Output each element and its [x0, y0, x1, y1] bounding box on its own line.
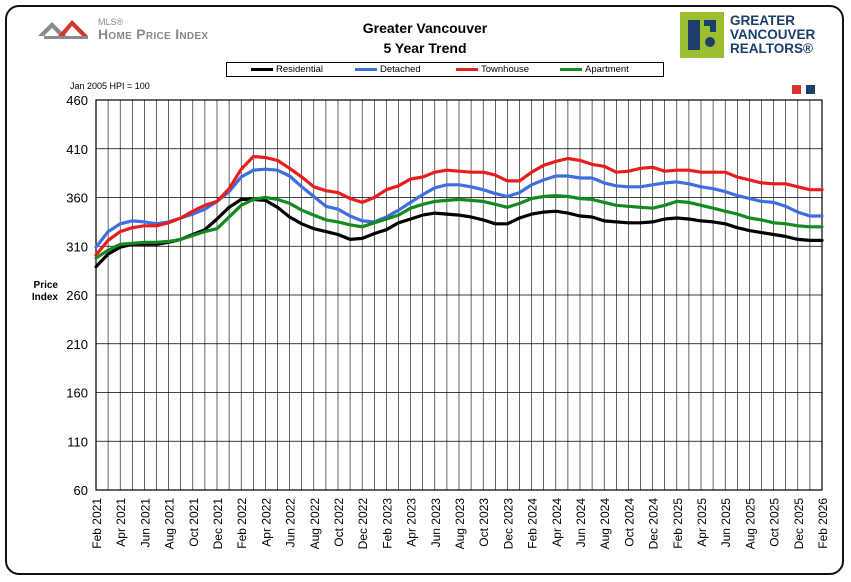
x-tick-label: Feb 2022 — [235, 498, 249, 549]
legend-label-apartment: Apartment — [585, 64, 629, 75]
base-note: Jan 2005 HPI = 100 — [70, 81, 150, 91]
x-tick-label: Oct 2023 — [477, 498, 491, 547]
gvr-line2: VANCOUVER — [730, 27, 816, 42]
x-tick-label: Jun 2022 — [284, 498, 298, 548]
legend-item-residential: Residential — [251, 63, 323, 76]
hpi-label: Home Price Index — [98, 26, 209, 42]
legend-swatch-townhouse — [456, 68, 478, 71]
gvr-line1: GREATER — [730, 13, 796, 28]
y-tick-label: 60 — [74, 483, 88, 498]
mls-label: MLS® — [98, 17, 124, 27]
series-line-apartment — [94, 194, 824, 260]
x-tick-label: Apr 2022 — [259, 498, 273, 547]
x-tick-label: Dec 2021 — [211, 498, 225, 550]
chart-title: Greater Vancouver 5 Year Trend — [340, 18, 510, 58]
x-tick-label: Aug 2023 — [453, 498, 467, 550]
legend-item-townhouse: Townhouse — [456, 63, 529, 76]
y-tick-label: 110 — [67, 434, 88, 449]
x-tick-label: Oct 2022 — [332, 498, 346, 547]
x-tick-label: Oct 2021 — [187, 498, 201, 547]
series-line-townhouse — [94, 155, 824, 257]
x-tick-label: Jun 2025 — [719, 498, 733, 548]
x-tick-label: Apr 2023 — [405, 498, 419, 547]
y-axis-label-line1: Price — [34, 280, 59, 291]
x-tick-label: Apr 2025 — [695, 498, 709, 547]
y-tick-label: 260 — [66, 288, 88, 303]
x-tick-label: Feb 2026 — [816, 498, 830, 549]
y-axis-label-line2: Index — [32, 292, 59, 303]
legend-swatch-detached — [355, 68, 377, 71]
mls-mini-icon — [792, 85, 801, 94]
x-tick-label: Aug 2025 — [743, 498, 757, 550]
x-tick-label: Apr 2024 — [550, 498, 564, 547]
house-roof-icon — [38, 20, 88, 39]
x-tick-label: Dec 2025 — [792, 498, 806, 550]
x-tick-label: Dec 2024 — [647, 498, 661, 550]
y-tick-label: 360 — [66, 191, 88, 206]
y-tick-label: 160 — [66, 386, 88, 401]
mls-hpi-logo: MLS® Home Price Index — [36, 14, 246, 48]
x-tick-label: Jun 2023 — [429, 498, 443, 548]
x-tick-label: Aug 2021 — [163, 498, 177, 550]
legend-swatch-apartment — [560, 68, 582, 71]
x-tick-label: Aug 2024 — [598, 498, 612, 550]
chart-title-line2: 5 Year Trend — [383, 40, 467, 56]
legend-label-residential: Residential — [276, 64, 323, 75]
series-line-residential — [94, 197, 824, 269]
gvr-mark-icon — [680, 12, 724, 58]
legend-swatch-residential — [251, 68, 273, 71]
chart-title-line1: Greater Vancouver — [362, 20, 488, 36]
y-tick-label: 460 — [66, 93, 88, 108]
y-tick-label: 310 — [66, 239, 88, 254]
x-tick-label: Apr 2021 — [114, 498, 128, 547]
x-tick-label: Jun 2024 — [574, 498, 588, 548]
legend-item-apartment: Apartment — [560, 63, 629, 76]
gvr-line3: REALTORS® — [730, 41, 813, 56]
legend-label-detached: Detached — [380, 64, 421, 75]
x-tick-label: Aug 2022 — [308, 498, 322, 550]
y-tick-label: 210 — [66, 337, 88, 352]
y-tick-label: 410 — [66, 142, 88, 157]
gvr-logo: GREATER VANCOUVER REALTORS® — [680, 12, 830, 60]
x-tick-label: Oct 2024 — [622, 498, 636, 547]
house-mini-icon — [806, 85, 816, 94]
x-tick-label: Jun 2021 — [138, 498, 152, 548]
x-tick-label: Dec 2022 — [356, 498, 370, 550]
legend-item-detached: Detached — [355, 63, 421, 76]
x-tick-label: Oct 2025 — [768, 498, 782, 547]
x-tick-label: Feb 2023 — [380, 498, 394, 549]
x-tick-label: Feb 2024 — [526, 498, 540, 549]
chart-legend: Residential Detached Townhouse Apartment — [226, 62, 664, 77]
x-tick-label: Dec 2023 — [501, 498, 515, 550]
legend-label-townhouse: Townhouse — [481, 64, 530, 75]
x-tick-label: Feb 2021 — [90, 498, 104, 549]
gvr-wordmark: GREATER VANCOUVER REALTORS® — [730, 14, 815, 56]
x-tick-label: Feb 2025 — [671, 498, 685, 549]
